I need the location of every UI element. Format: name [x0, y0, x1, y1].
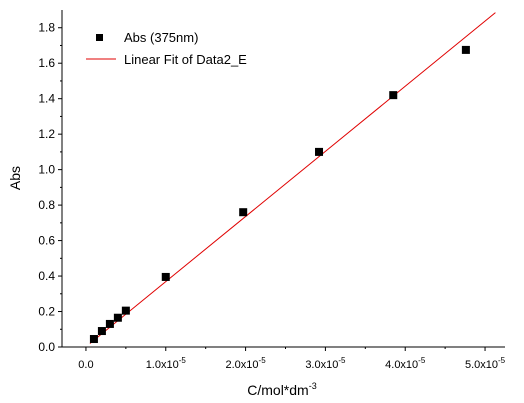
- y-tick-label: 0.8: [38, 198, 55, 212]
- axis-labels: C/mol*dm-3 Abs: [7, 166, 317, 398]
- points-layer: [89, 45, 470, 344]
- x-tick-mantissa: 4.0x10: [385, 359, 418, 371]
- x-tick-label: 3.0x10-5: [305, 356, 346, 371]
- x-axis-title-text: C/mol*dm: [247, 382, 308, 398]
- linear-fit-line: [89, 12, 496, 344]
- data-point: [89, 335, 98, 344]
- data-point: [113, 313, 122, 322]
- data-point: [239, 208, 248, 217]
- x-tick-label: 2.0x10-5: [226, 356, 267, 371]
- data-point: [97, 327, 106, 336]
- y-tick-label: 0.2: [38, 305, 55, 319]
- y-tick-label: 1.0: [38, 163, 55, 177]
- legend: Abs (375nm) Linear Fit of Data2_E: [86, 30, 247, 67]
- x-tick-exponent: -5: [498, 356, 506, 365]
- data-point: [315, 147, 324, 156]
- x-tick-mantissa: 5.0x10: [465, 359, 498, 371]
- legend-label-series-1: Abs (375nm): [124, 30, 198, 45]
- legend-label-series-2: Linear Fit of Data2_E: [124, 52, 247, 67]
- x-tick-label: 0.0: [78, 359, 93, 371]
- x-tick-mantissa: 3.0x10: [305, 359, 338, 371]
- data-point: [121, 306, 130, 315]
- y-tick-label: 0.6: [38, 234, 55, 248]
- y-tick-label: 1.6: [38, 56, 55, 70]
- y-tick-label: 1.8: [38, 21, 55, 35]
- data-point: [461, 45, 470, 54]
- x-tick-label: 4.0x10-5: [385, 356, 426, 371]
- x-tick-mantissa: 2.0x10: [226, 359, 259, 371]
- x-tick-label: 1.0x10-5: [146, 356, 187, 371]
- x-axis-title: C/mol*dm-3: [247, 381, 316, 398]
- x-tick-exponent: -5: [418, 356, 426, 365]
- fit-line-layer: [89, 12, 496, 344]
- y-axis-title: Abs: [7, 166, 23, 190]
- x-tick-exponent: -5: [179, 356, 187, 365]
- x-tick-mantissa: 0.0: [78, 359, 93, 371]
- x-tick-mantissa: 1.0x10: [146, 359, 179, 371]
- legend-marker-square: [96, 34, 103, 41]
- axes: 0.00.20.40.60.81.01.21.41.61.80.0 1.0x10-…: [38, 10, 506, 371]
- x-axis-title-superscript: -3: [309, 381, 317, 391]
- x-tick-exponent: -5: [259, 356, 267, 365]
- y-tick-label: 0.4: [38, 269, 55, 283]
- x-tick-exponent: -5: [338, 356, 346, 365]
- data-point: [105, 319, 114, 328]
- y-tick-label: 1.2: [38, 127, 55, 141]
- y-tick-label: 0.0: [38, 340, 55, 354]
- data-point: [389, 91, 398, 100]
- data-point: [161, 272, 170, 281]
- y-tick-label: 1.4: [38, 92, 55, 106]
- x-tick-label: 5.0x10-5: [465, 356, 506, 371]
